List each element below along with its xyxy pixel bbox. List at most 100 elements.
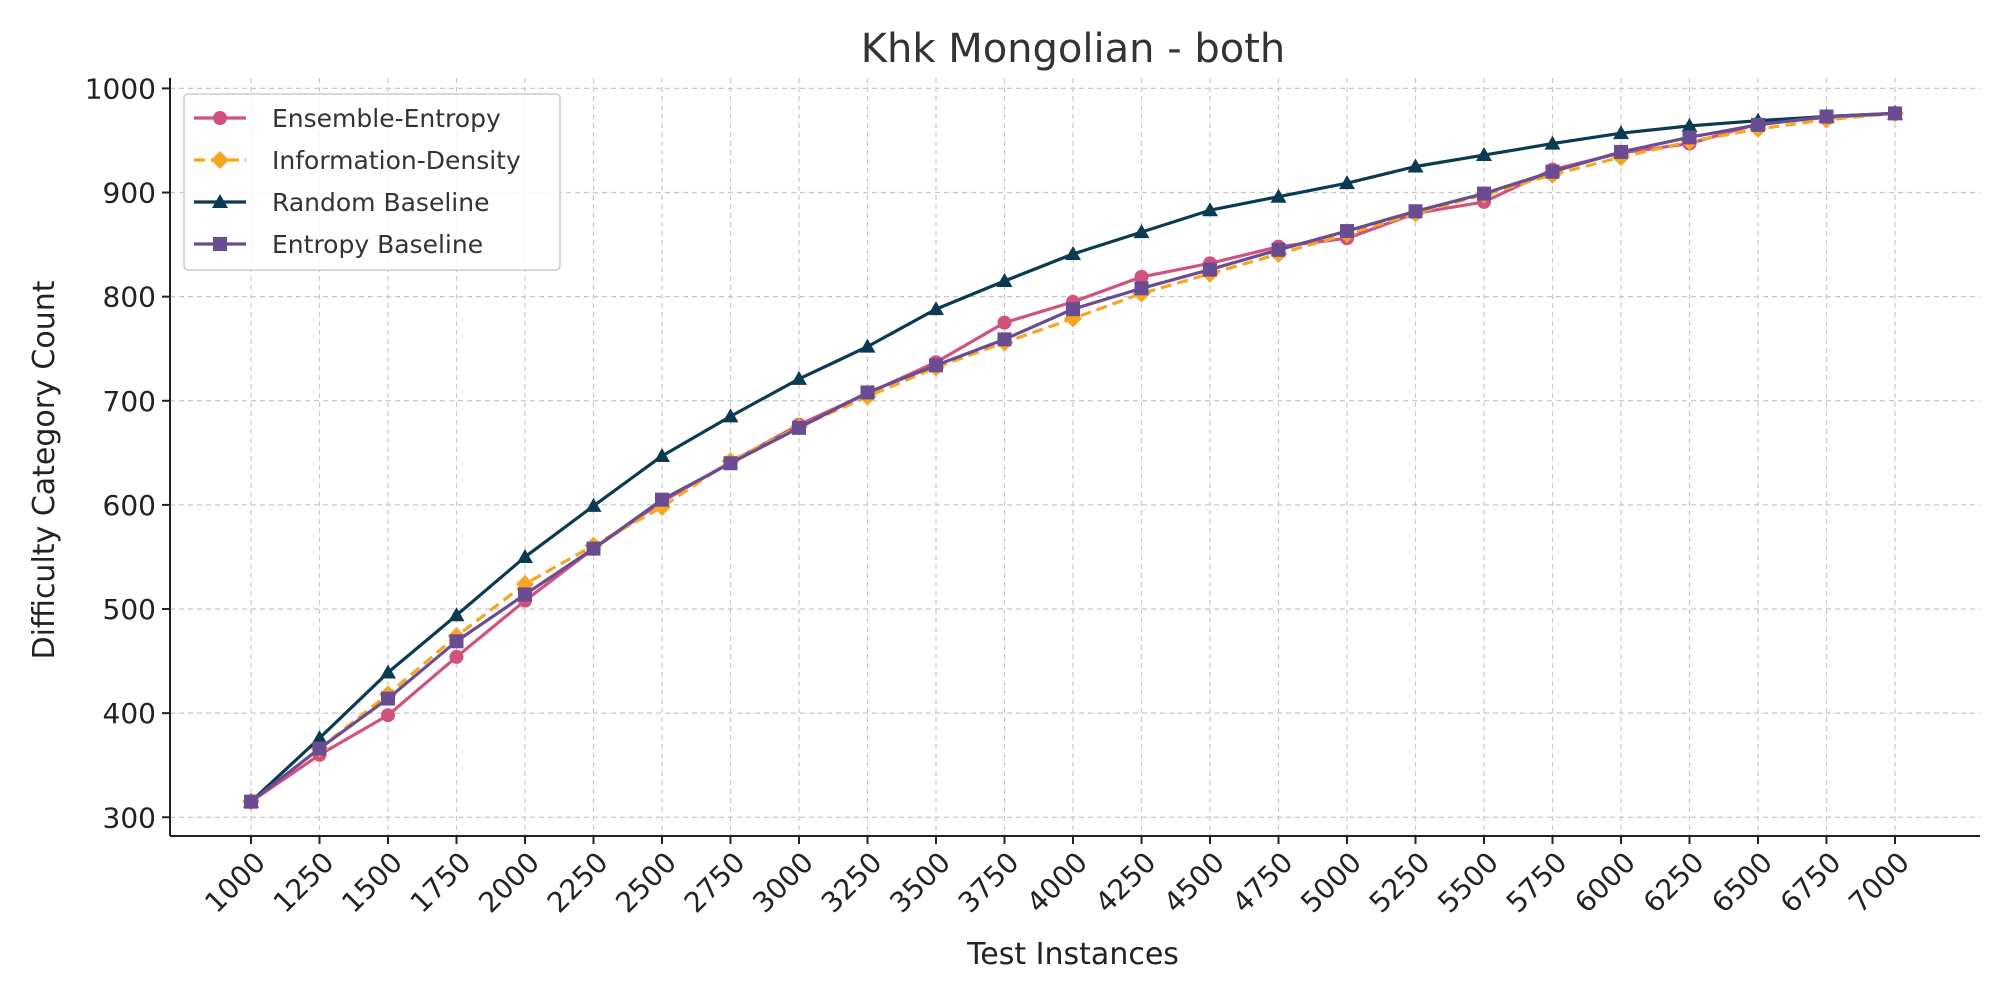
data-point bbox=[1134, 281, 1149, 296]
data-point bbox=[585, 497, 602, 512]
data-point bbox=[1407, 158, 1424, 173]
data-point bbox=[1477, 186, 1491, 201]
series-entropy-baseline bbox=[244, 106, 1902, 809]
y-tick-label: 600 bbox=[103, 489, 156, 522]
data-point bbox=[997, 332, 1012, 347]
legend-marker bbox=[213, 111, 227, 125]
data-point bbox=[1271, 242, 1286, 257]
data-point bbox=[1270, 188, 1287, 203]
data-point bbox=[381, 708, 395, 723]
legend-label: Ensemble-Entropy bbox=[272, 104, 501, 133]
data-point bbox=[380, 664, 396, 679]
x-tick-label: 1250 bbox=[267, 846, 341, 920]
data-point bbox=[928, 301, 944, 316]
data-point bbox=[1065, 245, 1081, 260]
x-tick-label: 3750 bbox=[952, 846, 1026, 920]
legend-item: Entropy Baseline bbox=[194, 230, 483, 259]
data-point bbox=[859, 338, 876, 353]
legend-box bbox=[183, 93, 561, 271]
x-tick-label: 1500 bbox=[335, 846, 409, 920]
legend-item: Information-Density bbox=[194, 146, 521, 175]
y-tick-label: 900 bbox=[103, 177, 156, 210]
x-tick-label: 4500 bbox=[1157, 846, 1231, 920]
data-point bbox=[1888, 106, 1902, 121]
data-point bbox=[655, 492, 669, 507]
data-point bbox=[1340, 224, 1354, 239]
data-point bbox=[1819, 109, 1834, 124]
x-tick-label: 6250 bbox=[1637, 846, 1711, 920]
chart-title: Khk Mongolian - both bbox=[861, 26, 1286, 72]
x-tick-label: 6500 bbox=[1705, 846, 1779, 920]
x-tick-label: 2000 bbox=[472, 846, 546, 920]
legend-label: Entropy Baseline bbox=[272, 230, 483, 259]
data-point bbox=[1681, 117, 1698, 132]
legend-label: Information-Density bbox=[272, 146, 521, 175]
x-tick-label: 3000 bbox=[746, 846, 820, 920]
data-point bbox=[1614, 144, 1628, 159]
y-tick-label: 800 bbox=[103, 281, 156, 314]
x-tick-label: 5750 bbox=[1500, 846, 1574, 920]
data-point bbox=[517, 548, 533, 563]
x-tick-label: 2750 bbox=[678, 846, 752, 920]
legend-marker bbox=[213, 237, 227, 251]
data-point bbox=[449, 634, 464, 649]
data-point bbox=[1544, 135, 1561, 150]
data-point bbox=[1134, 269, 1149, 284]
y-axis-title: Difficulty Category Count bbox=[27, 280, 62, 659]
legend-marker bbox=[212, 194, 228, 208]
data-point bbox=[449, 649, 464, 664]
data-point bbox=[1545, 164, 1560, 179]
x-tick-label: 5250 bbox=[1363, 846, 1437, 920]
data-point bbox=[996, 273, 1013, 288]
data-point bbox=[860, 385, 875, 400]
data-point bbox=[381, 691, 395, 706]
legend: Ensemble-Entropy Information-Density Rando… bbox=[183, 93, 561, 271]
data-point bbox=[1408, 204, 1423, 219]
axes bbox=[162, 78, 1980, 844]
x-tick-label: 1000 bbox=[198, 846, 272, 920]
x-tick-label: 6000 bbox=[1568, 846, 1642, 920]
data-point bbox=[1202, 202, 1218, 217]
data-point bbox=[1613, 125, 1629, 140]
data-point bbox=[518, 587, 532, 602]
x-tick-label: 4000 bbox=[1020, 846, 1094, 920]
data-point bbox=[654, 447, 670, 462]
legend-label: Random Baseline bbox=[272, 188, 489, 217]
y-tick-label: 400 bbox=[103, 697, 156, 730]
x-tick-label: 1750 bbox=[404, 846, 478, 920]
data-point bbox=[312, 741, 327, 756]
data-point bbox=[311, 730, 328, 745]
y-tick-label: 1000 bbox=[85, 72, 156, 105]
data-point bbox=[792, 420, 806, 435]
data-point bbox=[244, 794, 258, 809]
data-point bbox=[1682, 130, 1697, 145]
series-layer bbox=[242, 104, 1904, 811]
data-point bbox=[1203, 262, 1217, 277]
data-point bbox=[791, 370, 807, 385]
y-tick-label: 500 bbox=[103, 593, 156, 626]
data-point bbox=[1476, 147, 1492, 162]
data-point bbox=[1339, 175, 1355, 190]
data-point bbox=[929, 358, 943, 373]
data-point bbox=[586, 541, 601, 556]
x-tick-label: 4250 bbox=[1089, 846, 1163, 920]
y-tick-label: 700 bbox=[103, 385, 156, 418]
x-tick-label: 5000 bbox=[1294, 846, 1368, 920]
x-axis-title: Test Instances bbox=[966, 937, 1179, 972]
data-point bbox=[1133, 224, 1150, 239]
legend-item: Random Baseline bbox=[194, 188, 489, 217]
data-point bbox=[1066, 302, 1080, 317]
x-tick-label: 4750 bbox=[1226, 846, 1300, 920]
data-point bbox=[448, 607, 465, 622]
x-tick-label: 6750 bbox=[1774, 846, 1848, 920]
x-tick-label: 2500 bbox=[609, 846, 683, 920]
data-point bbox=[997, 315, 1012, 330]
y-tick-label: 300 bbox=[103, 801, 156, 834]
data-point bbox=[723, 456, 738, 471]
legend-marker bbox=[211, 151, 229, 169]
x-tick-label: 7000 bbox=[1842, 846, 1916, 920]
data-point bbox=[722, 408, 739, 423]
legend-item: Ensemble-Entropy bbox=[194, 104, 501, 133]
data-point bbox=[1751, 117, 1765, 132]
